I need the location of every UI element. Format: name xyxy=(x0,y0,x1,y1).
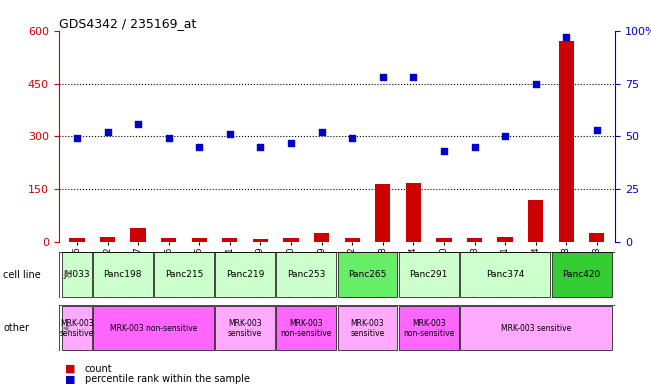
Text: MRK-003
sensitive: MRK-003 sensitive xyxy=(228,319,262,338)
Text: Panc215: Panc215 xyxy=(165,270,203,279)
Text: other: other xyxy=(3,323,29,333)
Text: Panc374: Panc374 xyxy=(486,270,524,279)
Bar xyxy=(344,238,360,242)
Bar xyxy=(276,306,337,351)
Text: MRK-003
non-sensitive: MRK-003 non-sensitive xyxy=(403,319,454,338)
Bar xyxy=(62,306,92,351)
Point xyxy=(102,129,113,135)
Text: MRK-003 non-sensitive: MRK-003 non-sensitive xyxy=(110,324,197,333)
Text: ■: ■ xyxy=(65,374,76,384)
Bar xyxy=(436,238,452,242)
Text: Panc253: Panc253 xyxy=(287,270,326,279)
Bar xyxy=(215,252,275,297)
Bar xyxy=(406,183,421,242)
Bar xyxy=(69,238,85,242)
Bar xyxy=(398,252,458,297)
Bar xyxy=(191,238,207,242)
Text: cell line: cell line xyxy=(3,270,41,280)
Bar xyxy=(589,233,605,242)
Point xyxy=(194,144,204,150)
Bar xyxy=(314,233,329,242)
Point xyxy=(378,74,388,80)
Bar xyxy=(222,238,238,242)
Text: MRK-003
sensitive: MRK-003 sensitive xyxy=(350,319,385,338)
Bar xyxy=(551,252,611,297)
Point xyxy=(469,144,480,150)
Point xyxy=(163,136,174,142)
Text: MRK-003
non-sensitive: MRK-003 non-sensitive xyxy=(281,319,332,338)
Text: Panc291: Panc291 xyxy=(409,270,448,279)
Text: Panc219: Panc219 xyxy=(226,270,264,279)
Point xyxy=(408,74,419,80)
Bar xyxy=(375,184,391,242)
Point xyxy=(133,121,143,127)
Bar xyxy=(337,252,398,297)
Text: GDS4342 / 235169_at: GDS4342 / 235169_at xyxy=(59,17,196,30)
Text: JH033: JH033 xyxy=(64,270,90,279)
Point xyxy=(531,81,541,87)
Text: MRK-003
sensitive: MRK-003 sensitive xyxy=(60,319,94,338)
Bar xyxy=(154,252,214,297)
Text: ■: ■ xyxy=(65,364,76,374)
Text: Panc265: Panc265 xyxy=(348,270,387,279)
Point xyxy=(255,144,266,150)
Point xyxy=(316,129,327,135)
Text: MRK-003 sensitive: MRK-003 sensitive xyxy=(501,324,571,333)
Bar xyxy=(100,237,115,242)
Bar xyxy=(460,306,611,351)
Bar xyxy=(283,238,299,242)
Point xyxy=(561,34,572,40)
Point xyxy=(500,133,510,139)
Bar xyxy=(62,252,92,297)
Bar xyxy=(161,238,176,242)
Bar xyxy=(130,228,146,242)
Text: count: count xyxy=(85,364,112,374)
Point xyxy=(439,148,449,154)
Bar xyxy=(93,306,214,351)
Text: Panc420: Panc420 xyxy=(562,270,601,279)
Bar xyxy=(528,200,544,242)
Text: Panc198: Panc198 xyxy=(104,270,142,279)
Bar xyxy=(559,41,574,242)
Bar xyxy=(337,306,398,351)
Point xyxy=(72,136,82,142)
Bar xyxy=(467,238,482,242)
Text: percentile rank within the sample: percentile rank within the sample xyxy=(85,374,249,384)
Point xyxy=(347,136,357,142)
Bar xyxy=(398,306,458,351)
Point xyxy=(286,140,296,146)
Bar xyxy=(460,252,550,297)
Point xyxy=(592,127,602,133)
Bar xyxy=(497,237,513,242)
Bar xyxy=(276,252,337,297)
Bar xyxy=(253,239,268,242)
Point xyxy=(225,131,235,137)
Bar xyxy=(215,306,275,351)
Bar xyxy=(93,252,153,297)
